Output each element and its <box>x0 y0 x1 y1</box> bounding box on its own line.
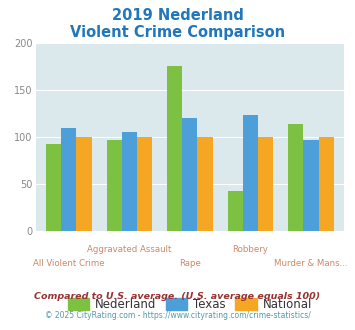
Legend: Nederland, Texas, National: Nederland, Texas, National <box>63 293 317 316</box>
Text: 2019 Nederland: 2019 Nederland <box>111 8 244 23</box>
Bar <box>288 124 304 231</box>
Bar <box>304 140 319 231</box>
Text: Rape: Rape <box>179 259 201 268</box>
Bar <box>258 137 273 231</box>
Bar <box>137 137 152 231</box>
Bar <box>76 137 92 231</box>
Text: Violent Crime Comparison: Violent Crime Comparison <box>70 25 285 40</box>
Text: Robbery: Robbery <box>233 245 268 254</box>
Bar <box>319 137 334 231</box>
Text: Aggravated Assault: Aggravated Assault <box>87 245 171 254</box>
Bar <box>182 118 197 231</box>
Bar <box>106 140 122 231</box>
Bar <box>46 144 61 231</box>
Bar <box>61 128 76 231</box>
Text: Murder & Mans...: Murder & Mans... <box>274 259 348 268</box>
Bar <box>197 137 213 231</box>
Bar <box>167 66 182 231</box>
Bar <box>122 132 137 231</box>
Text: All Violent Crime: All Violent Crime <box>33 259 105 268</box>
Bar <box>243 115 258 231</box>
Text: © 2025 CityRating.com - https://www.cityrating.com/crime-statistics/: © 2025 CityRating.com - https://www.city… <box>45 311 310 320</box>
Bar <box>228 191 243 231</box>
Text: Compared to U.S. average. (U.S. average equals 100): Compared to U.S. average. (U.S. average … <box>34 292 321 301</box>
